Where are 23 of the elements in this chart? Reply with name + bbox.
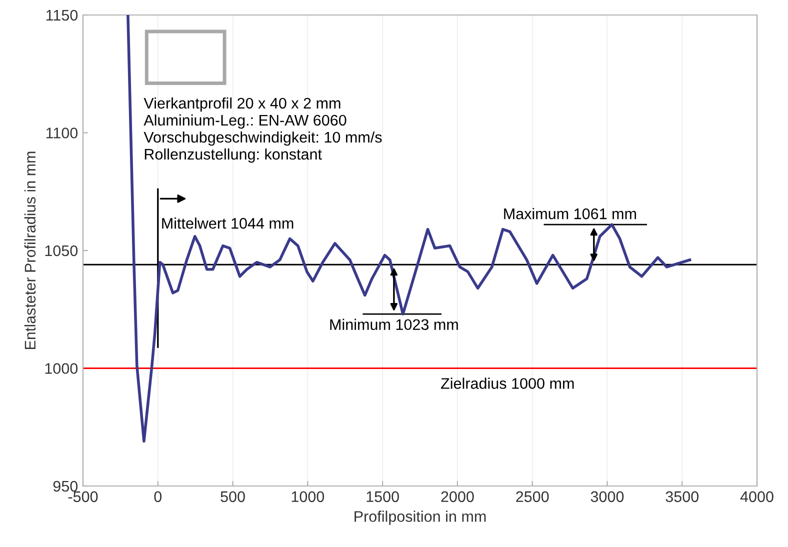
line-series [126,15,692,443]
x-axis-title: Profilposition in mm [354,510,486,525]
x-tick-label: 2500 [516,491,549,502]
x-tick-label: 2000 [441,491,474,502]
y-tick-label: 1000 [45,363,78,374]
x-tick-label: 1000 [292,491,324,502]
y-tick-label: 950 [53,480,78,492]
x-tick-label: 500 [220,491,245,502]
y-axis-title: Entlasteter Profilradius in mm [24,152,36,350]
y-tick-label: 1150 [46,10,78,21]
y-tick-label: 1050 [45,245,78,256]
x-tick-label: 4000 [740,491,774,502]
ref-line-label: Zielradius 1000 mm [441,378,574,389]
annotation: Minimum 1023 mm [330,318,458,330]
x-tick-label: 1500 [366,491,399,502]
y-tick-label: 1100 [46,128,78,138]
x-tick-label: 3000 [590,491,624,502]
x-tick-label: 3500 [666,491,699,502]
x-tick-label: -500 [68,491,98,502]
annotation: Maximum 1061 mm [504,208,636,220]
legend-label: Mittelwert 1044 mm [162,218,294,229]
x-tick-label: 0 [154,491,162,502]
annotation: Vierkantprofil 20 x 40 x 2 mm Aluminium-Leg.: EN-AW 6060 Vorschubgeschwindigkeit: 10 mm/s Rollenzustellung: konstant [144,97,382,163]
